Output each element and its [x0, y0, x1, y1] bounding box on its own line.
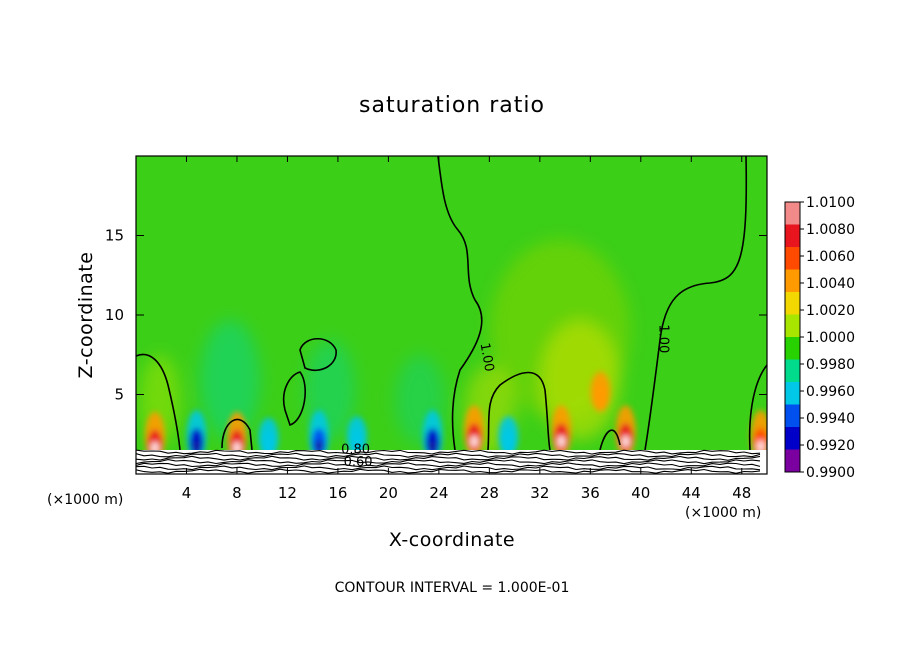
hotspot	[750, 410, 767, 463]
colorbar-label: 0.9980	[806, 357, 855, 373]
x-unit-label-left: (×1000 m)	[47, 492, 123, 508]
colorbar-swatch	[785, 427, 800, 450]
contour-line	[487, 371, 551, 451]
colorbar-label: 1.0040	[806, 276, 855, 292]
x-tick-label: 12	[278, 484, 297, 502]
plot-area: 1.00 1.00 0.800.60	[136, 156, 767, 474]
hotspot	[422, 410, 443, 463]
colorbar-swatch	[785, 359, 800, 383]
contour-line	[599, 429, 621, 451]
contour-line	[644, 156, 748, 451]
colorbar-swatch	[785, 449, 800, 473]
x-tick-label: 8	[232, 484, 242, 502]
colorbar-swatch	[785, 247, 800, 270]
colorbar: 1.0100 1.0080 1.0060 1.0040 1.0020 1.0000 0.99…	[784, 195, 855, 481]
colorbar-label: 1.0060	[806, 249, 855, 265]
x-tick-label: 40	[631, 484, 650, 502]
hotspot	[186, 410, 207, 463]
y-axis: 5 10 15	[105, 227, 767, 404]
contour-1.00-lines	[136, 156, 767, 451]
chart-title: saturation ratio	[359, 93, 545, 118]
contour-line	[437, 156, 483, 451]
x-tick-label: 20	[379, 484, 398, 502]
colorbar-swatch	[785, 337, 800, 360]
colorbar-swatch	[785, 202, 800, 225]
surface-contour-line	[136, 449, 761, 455]
surface-contour-line	[136, 462, 761, 468]
surface-contours	[136, 449, 761, 474]
surface-contour-line	[136, 465, 761, 471]
hotspot	[615, 405, 636, 458]
contour-line	[748, 364, 767, 451]
colorbar-swatch	[785, 404, 800, 428]
colorbar-swatch	[785, 224, 800, 248]
surface-contour-line	[136, 452, 761, 458]
x-tick-label: 36	[581, 484, 600, 502]
x-tick-label: 4	[182, 484, 192, 502]
surface-contour-line	[136, 459, 761, 465]
y-tick-label: 15	[105, 227, 124, 245]
contour-label: 1.00	[656, 324, 671, 353]
x-axis: 4 8 12 16 20 24 28 32 36 40 44 48	[182, 156, 751, 502]
colorbar-label: 1.0100	[806, 195, 855, 211]
colorbar-label: 0.9920	[806, 438, 855, 454]
contour-label: 1.00	[477, 342, 497, 373]
contour-label: 0.60	[344, 455, 373, 470]
y-axis-title: Z-coordinate	[75, 252, 97, 379]
colorbar-label: 0.9960	[806, 384, 855, 400]
colorbar-label: 1.0080	[806, 222, 855, 238]
surface-contour-line	[136, 468, 761, 474]
y-tick-label: 5	[114, 386, 124, 404]
contour-line	[299, 337, 337, 372]
contour-interval-footer: CONTOUR INTERVAL = 1.000E-01	[335, 580, 570, 596]
x-unit-label-right: (×1000 m)	[685, 505, 761, 521]
contour-line	[282, 371, 306, 427]
hotspot	[498, 416, 519, 457]
hotspot	[590, 371, 611, 412]
colorbar-swatch	[785, 292, 800, 315]
x-tick-label: 16	[328, 484, 347, 502]
colorbar-swatch	[785, 382, 800, 405]
x-tick-label: 32	[530, 484, 549, 502]
colorbar-label: 1.0020	[806, 303, 855, 319]
y-tick-label: 10	[105, 306, 124, 324]
colorbar-swatch	[785, 269, 800, 293]
hotspot	[308, 410, 329, 463]
hotspot	[551, 405, 572, 458]
x-axis-title: X-coordinate	[389, 529, 515, 551]
hotspot	[464, 405, 485, 458]
contour-line	[136, 353, 181, 451]
colorbar-label: 0.9900	[806, 465, 855, 481]
x-tick-label: 28	[480, 484, 499, 502]
contour-line	[221, 418, 253, 451]
colorbar-label: 1.0000	[806, 330, 855, 346]
colorbar-swatch	[785, 314, 800, 338]
surface-contour-line	[136, 455, 761, 461]
x-tick-label: 24	[429, 484, 448, 502]
contour-label: 0.80	[341, 442, 370, 457]
x-tick-label: 44	[682, 484, 701, 502]
colorbar-label: 0.9940	[806, 411, 855, 427]
contour-labels: 1.00 1.00 0.800.60	[341, 324, 671, 470]
x-tick-label: 48	[732, 484, 751, 502]
hotspot	[346, 416, 367, 457]
